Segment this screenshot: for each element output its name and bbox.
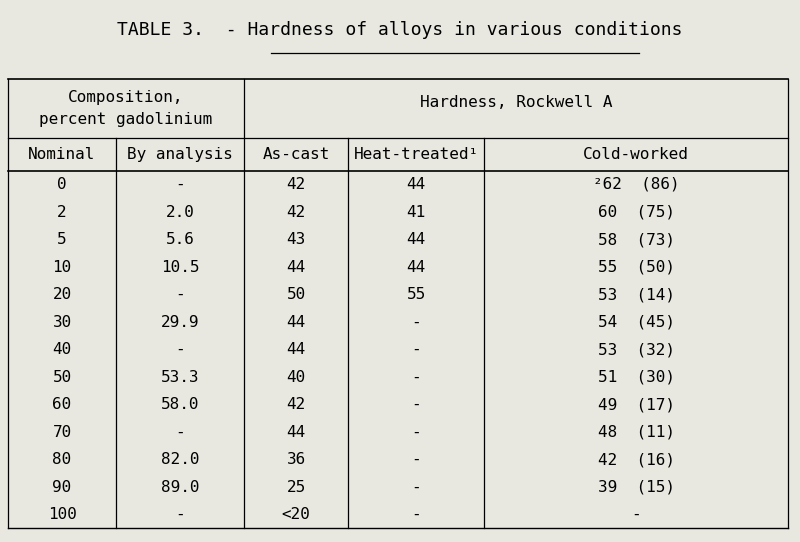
Text: 44: 44 [286, 342, 306, 357]
Text: 70: 70 [52, 424, 72, 440]
Text: 42: 42 [286, 204, 306, 220]
Text: 39  (15): 39 (15) [598, 480, 674, 495]
Text: 55: 55 [406, 287, 426, 302]
Text: By analysis: By analysis [127, 147, 233, 162]
Text: 2.0: 2.0 [166, 204, 194, 220]
Text: -: - [411, 370, 421, 385]
Text: 82.0: 82.0 [161, 452, 199, 467]
Text: 2: 2 [57, 204, 67, 220]
Text: -: - [411, 507, 421, 522]
Text: Heat-treated¹: Heat-treated¹ [354, 147, 478, 162]
Text: 25: 25 [286, 480, 306, 495]
Text: 48  (11): 48 (11) [598, 424, 674, 440]
Text: -: - [175, 424, 185, 440]
Text: -: - [411, 342, 421, 357]
Text: 44: 44 [406, 177, 426, 192]
Text: 43: 43 [286, 232, 306, 247]
Text: -: - [411, 480, 421, 495]
Text: 44: 44 [406, 260, 426, 275]
Text: 60  (75): 60 (75) [598, 204, 674, 220]
Text: 53  (32): 53 (32) [598, 342, 674, 357]
Text: 51  (30): 51 (30) [598, 370, 674, 385]
Text: 5: 5 [57, 232, 67, 247]
Text: -: - [175, 507, 185, 522]
Text: 90: 90 [52, 480, 72, 495]
Text: 42: 42 [286, 177, 306, 192]
Text: TABLE 3.  - Hardness of alloys in various conditions: TABLE 3. - Hardness of alloys in various… [118, 21, 682, 39]
Text: 44: 44 [286, 424, 306, 440]
Text: 40: 40 [286, 370, 306, 385]
Text: 100: 100 [47, 507, 77, 522]
Text: 58.0: 58.0 [161, 397, 199, 412]
Text: -: - [411, 424, 421, 440]
Text: Hardness, Rockwell A: Hardness, Rockwell A [420, 95, 612, 111]
Text: 10: 10 [52, 260, 72, 275]
Text: -: - [411, 452, 421, 467]
Text: -: - [411, 314, 421, 330]
Text: 53  (14): 53 (14) [598, 287, 674, 302]
Text: -: - [175, 342, 185, 357]
Text: 49  (17): 49 (17) [598, 397, 674, 412]
Text: 58  (73): 58 (73) [598, 232, 674, 247]
Text: <20: <20 [282, 507, 310, 522]
Text: Composition,
percent gadolinium: Composition, percent gadolinium [39, 90, 213, 127]
Text: Cold-worked: Cold-worked [583, 147, 689, 162]
Text: 54  (45): 54 (45) [598, 314, 674, 330]
Text: 44: 44 [286, 314, 306, 330]
Text: ²62  (86): ²62 (86) [593, 177, 679, 192]
Text: -: - [175, 177, 185, 192]
Text: 42: 42 [286, 397, 306, 412]
Text: 50: 50 [286, 287, 306, 302]
Text: Nominal: Nominal [28, 147, 96, 162]
Text: 80: 80 [52, 452, 72, 467]
Text: 5.6: 5.6 [166, 232, 194, 247]
Text: 41: 41 [406, 204, 426, 220]
Text: 29.9: 29.9 [161, 314, 199, 330]
Text: 89.0: 89.0 [161, 480, 199, 495]
Text: 40: 40 [52, 342, 72, 357]
Text: 53.3: 53.3 [161, 370, 199, 385]
Text: -: - [175, 287, 185, 302]
Text: 42  (16): 42 (16) [598, 452, 674, 467]
Text: 44: 44 [286, 260, 306, 275]
Text: 0: 0 [57, 177, 67, 192]
Text: 20: 20 [52, 287, 72, 302]
Text: -: - [631, 507, 641, 522]
Text: 10.5: 10.5 [161, 260, 199, 275]
Text: 50: 50 [52, 370, 72, 385]
Text: 30: 30 [52, 314, 72, 330]
Text: 55  (50): 55 (50) [598, 260, 674, 275]
Text: 44: 44 [406, 232, 426, 247]
Text: -: - [411, 397, 421, 412]
Text: 60: 60 [52, 397, 72, 412]
Text: As-cast: As-cast [262, 147, 330, 162]
Text: 36: 36 [286, 452, 306, 467]
